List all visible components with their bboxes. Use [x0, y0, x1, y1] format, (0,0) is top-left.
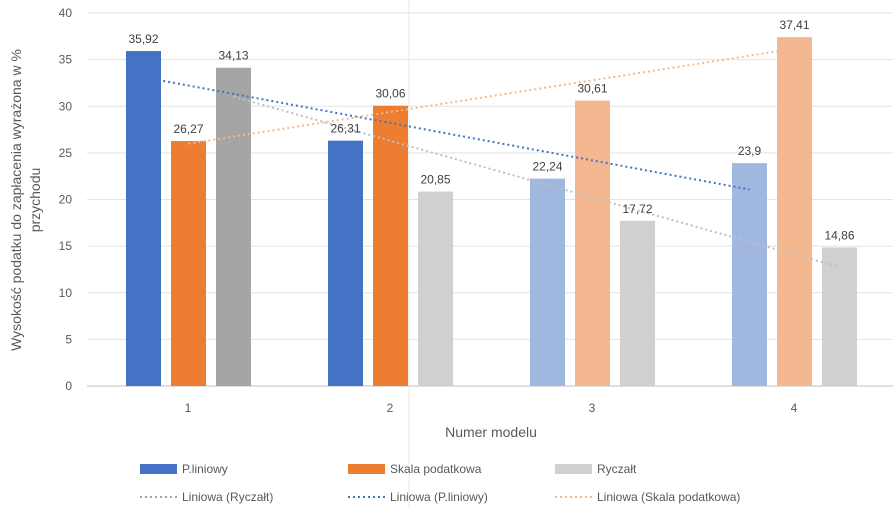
y-tick-label: 0 — [65, 379, 72, 393]
x-tick-label: 3 — [589, 401, 596, 415]
bar — [171, 141, 206, 386]
x-tick-label: 1 — [185, 401, 192, 415]
y-tick-label: 30 — [59, 99, 73, 113]
bar — [216, 67, 251, 387]
data-label: 37,41 — [779, 18, 809, 32]
legend-label: Ryczałt — [597, 462, 637, 476]
data-label: 14,86 — [824, 228, 854, 242]
bar — [373, 105, 408, 387]
y-tick-label: 35 — [59, 53, 73, 67]
grid-lines — [87, 12, 893, 387]
y-tick-label: 10 — [59, 286, 73, 300]
bar — [418, 191, 453, 386]
bar — [822, 247, 857, 386]
bar — [530, 178, 565, 386]
data-label: 26,27 — [173, 122, 203, 136]
data-label: 26,31 — [330, 122, 360, 136]
legend-label: Liniowa (P.liniowy) — [390, 490, 488, 504]
y-tick-label: 20 — [59, 193, 73, 207]
legend: P.liniowy Skala podatkowa Ryczałt Liniowa (… — [140, 462, 740, 504]
axis-ticks: 0 5 10 15 20 25 30 35 40 1 2 3 4 — [59, 6, 798, 415]
y-axis-title-line-2: przychodu — [27, 168, 43, 233]
x-axis-title: Numer modelu — [445, 424, 537, 440]
data-label: 23,9 — [738, 144, 762, 158]
legend-label: Liniowa (Ryczałt) — [182, 490, 273, 504]
trendlines — [143, 47, 840, 269]
x-tick-label: 2 — [387, 401, 394, 415]
data-labels: 35,92 26,31 22,24 23,9 26,27 30,06 30,61 37,41 3… — [128, 18, 854, 242]
data-label: 17,72 — [622, 202, 652, 216]
y-tick-label: 15 — [59, 239, 73, 253]
bar — [777, 37, 812, 387]
legend-swatch — [348, 464, 385, 474]
data-label: 20,85 — [420, 173, 450, 187]
bar — [575, 100, 610, 386]
data-label: 22,24 — [532, 160, 562, 174]
legend-label: P.liniowy — [182, 462, 228, 476]
y-axis-title-line-1: Wysokość podatku do zapłacenia wyrażona … — [8, 49, 24, 351]
data-label: 35,92 — [128, 32, 158, 46]
x-tick-label: 4 — [791, 401, 798, 415]
legend-swatch — [140, 464, 177, 474]
y-tick-label: 25 — [59, 146, 73, 160]
data-label: 34,13 — [218, 49, 248, 63]
bar — [328, 140, 363, 386]
y-tick-label: 40 — [59, 6, 73, 20]
trendline — [188, 47, 795, 145]
bar — [126, 51, 161, 387]
bar — [732, 163, 767, 386]
data-label: 30,06 — [375, 87, 405, 101]
legend-label: Skala podatkowa — [390, 462, 482, 476]
legend-label: Liniowa (Skala podatkowa) — [597, 490, 740, 504]
data-label: 30,61 — [577, 82, 607, 96]
bars — [126, 37, 857, 387]
bar — [620, 220, 655, 386]
legend-swatch — [555, 464, 592, 474]
y-tick-label: 5 — [65, 332, 72, 346]
